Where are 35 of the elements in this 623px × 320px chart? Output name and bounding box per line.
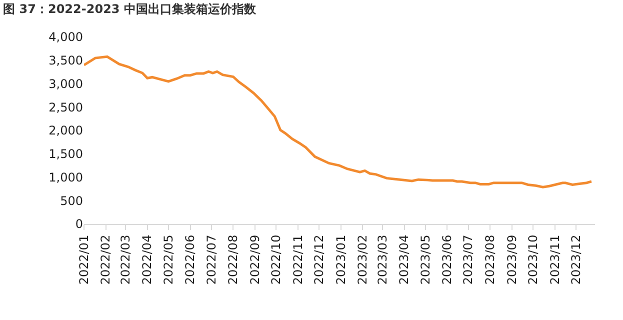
y-tick-label: 0 [75, 217, 83, 232]
y-tick-label: 2,000 [48, 124, 83, 138]
x-tick-label: 2022/02 [98, 234, 113, 285]
x-tick-label: 2022/03 [118, 234, 132, 285]
x-tick-label: 2022/06 [183, 234, 198, 285]
x-tick-label: 2022/08 [226, 234, 240, 285]
x-tick-label: 2023/11 [548, 234, 562, 285]
y-tick-label: 500 [60, 194, 83, 208]
line-series [84, 55, 593, 188]
x-tick-label: 2023/07 [461, 234, 476, 285]
x-tick-label: 2023/05 [418, 234, 432, 285]
x-tick-label: 2022/10 [269, 234, 284, 285]
chart-title: 图 37：2022-2023 中国出口集装箱运价指数 [3, 2, 257, 16]
y-tick-label: 4,000 [48, 30, 83, 44]
x-tick-label: 2022/01 [76, 234, 91, 285]
y-tick-label: 3,000 [48, 76, 83, 91]
x-tick-label: 2022/11 [290, 234, 305, 285]
x-tick-label: 2023/10 [526, 234, 540, 285]
x-tick-label: 2022/12 [312, 234, 326, 285]
x-tick-label: 2023/12 [568, 234, 583, 285]
x-tick-label: 2022/07 [204, 234, 218, 285]
y-tick-label: 1,500 [48, 147, 83, 162]
x-tick-label: 2023/08 [483, 234, 498, 285]
x-tick-label: 2023/01 [334, 234, 348, 285]
x-tick-label: 2022/09 [248, 234, 262, 285]
y-tick-label: 3,500 [48, 54, 83, 68]
x-tick-label: 2023/04 [397, 234, 412, 285]
y-tick-label: 2,500 [48, 100, 83, 114]
x-tick-label: 2022/04 [140, 234, 154, 285]
x-tick-label: 2023/03 [375, 234, 390, 285]
x-tick-label: 2023/09 [504, 234, 519, 285]
y-tick-label: 1,000 [48, 170, 83, 184]
x-tick-label: 2023/02 [356, 234, 370, 285]
x-tick-label: 2023/06 [440, 234, 454, 285]
x-tick-label: 2022/05 [161, 234, 176, 285]
